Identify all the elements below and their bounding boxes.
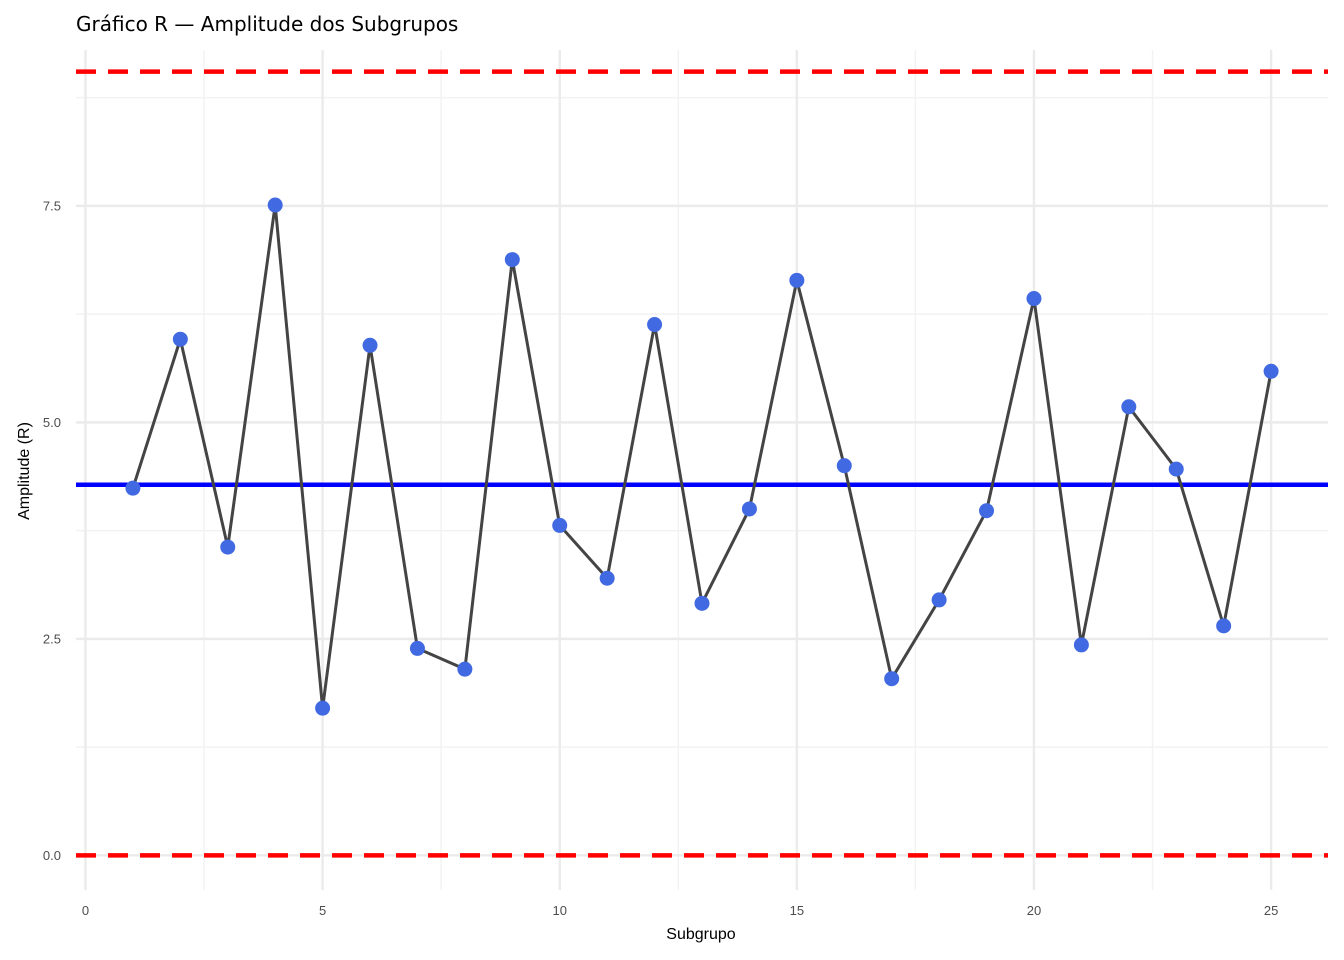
data-point bbox=[741, 501, 757, 517]
y-tick-label: 2.5 bbox=[43, 631, 61, 646]
data-point bbox=[409, 640, 425, 656]
data-point bbox=[172, 331, 188, 347]
data-point bbox=[979, 503, 995, 519]
x-tick-label: 25 bbox=[1264, 903, 1278, 918]
data-point bbox=[220, 539, 236, 555]
data-point bbox=[789, 272, 805, 288]
control-limit-lines bbox=[76, 69, 1328, 858]
data-point bbox=[1026, 291, 1042, 307]
data-point bbox=[694, 595, 710, 611]
data-point bbox=[552, 517, 568, 533]
y-axis-label: Amplitude (R) bbox=[16, 422, 33, 520]
chart-title: Gráfico R — Amplitude dos Subgrupos bbox=[76, 12, 458, 36]
x-tick-label: 5 bbox=[319, 903, 326, 918]
data-point bbox=[931, 592, 947, 608]
data-point bbox=[1168, 461, 1184, 477]
data-point bbox=[362, 337, 378, 353]
data-point bbox=[457, 661, 473, 677]
x-axis-ticks: 0 5 10 15 20 25 bbox=[82, 903, 1278, 918]
data-point bbox=[1121, 399, 1137, 415]
data-point bbox=[267, 197, 283, 213]
x-tick-label: 20 bbox=[1027, 903, 1041, 918]
major-gridlines bbox=[76, 50, 1328, 890]
data-point bbox=[599, 570, 615, 586]
data-point bbox=[1073, 637, 1089, 653]
data-point bbox=[647, 317, 663, 333]
x-tick-label: 15 bbox=[790, 903, 804, 918]
x-axis-label: Subgrupo bbox=[666, 926, 735, 943]
data-point bbox=[125, 480, 141, 496]
range-series bbox=[125, 197, 1279, 716]
series-line bbox=[131, 203, 1273, 710]
x-tick-label: 0 bbox=[82, 903, 89, 918]
data-point bbox=[504, 252, 520, 268]
data-point bbox=[315, 700, 331, 716]
y-tick-label: 5.0 bbox=[43, 415, 61, 430]
y-axis-ticks: 0.0 2.5 5.0 7.5 bbox=[43, 198, 61, 862]
minor-gridlines bbox=[76, 50, 1328, 890]
data-point bbox=[1216, 618, 1232, 634]
y-tick-label: 7.5 bbox=[43, 198, 61, 213]
data-point bbox=[836, 458, 852, 474]
data-point bbox=[1263, 363, 1279, 379]
x-tick-label: 10 bbox=[552, 903, 566, 918]
y-tick-label: 0.0 bbox=[43, 848, 61, 863]
data-point bbox=[884, 671, 900, 687]
